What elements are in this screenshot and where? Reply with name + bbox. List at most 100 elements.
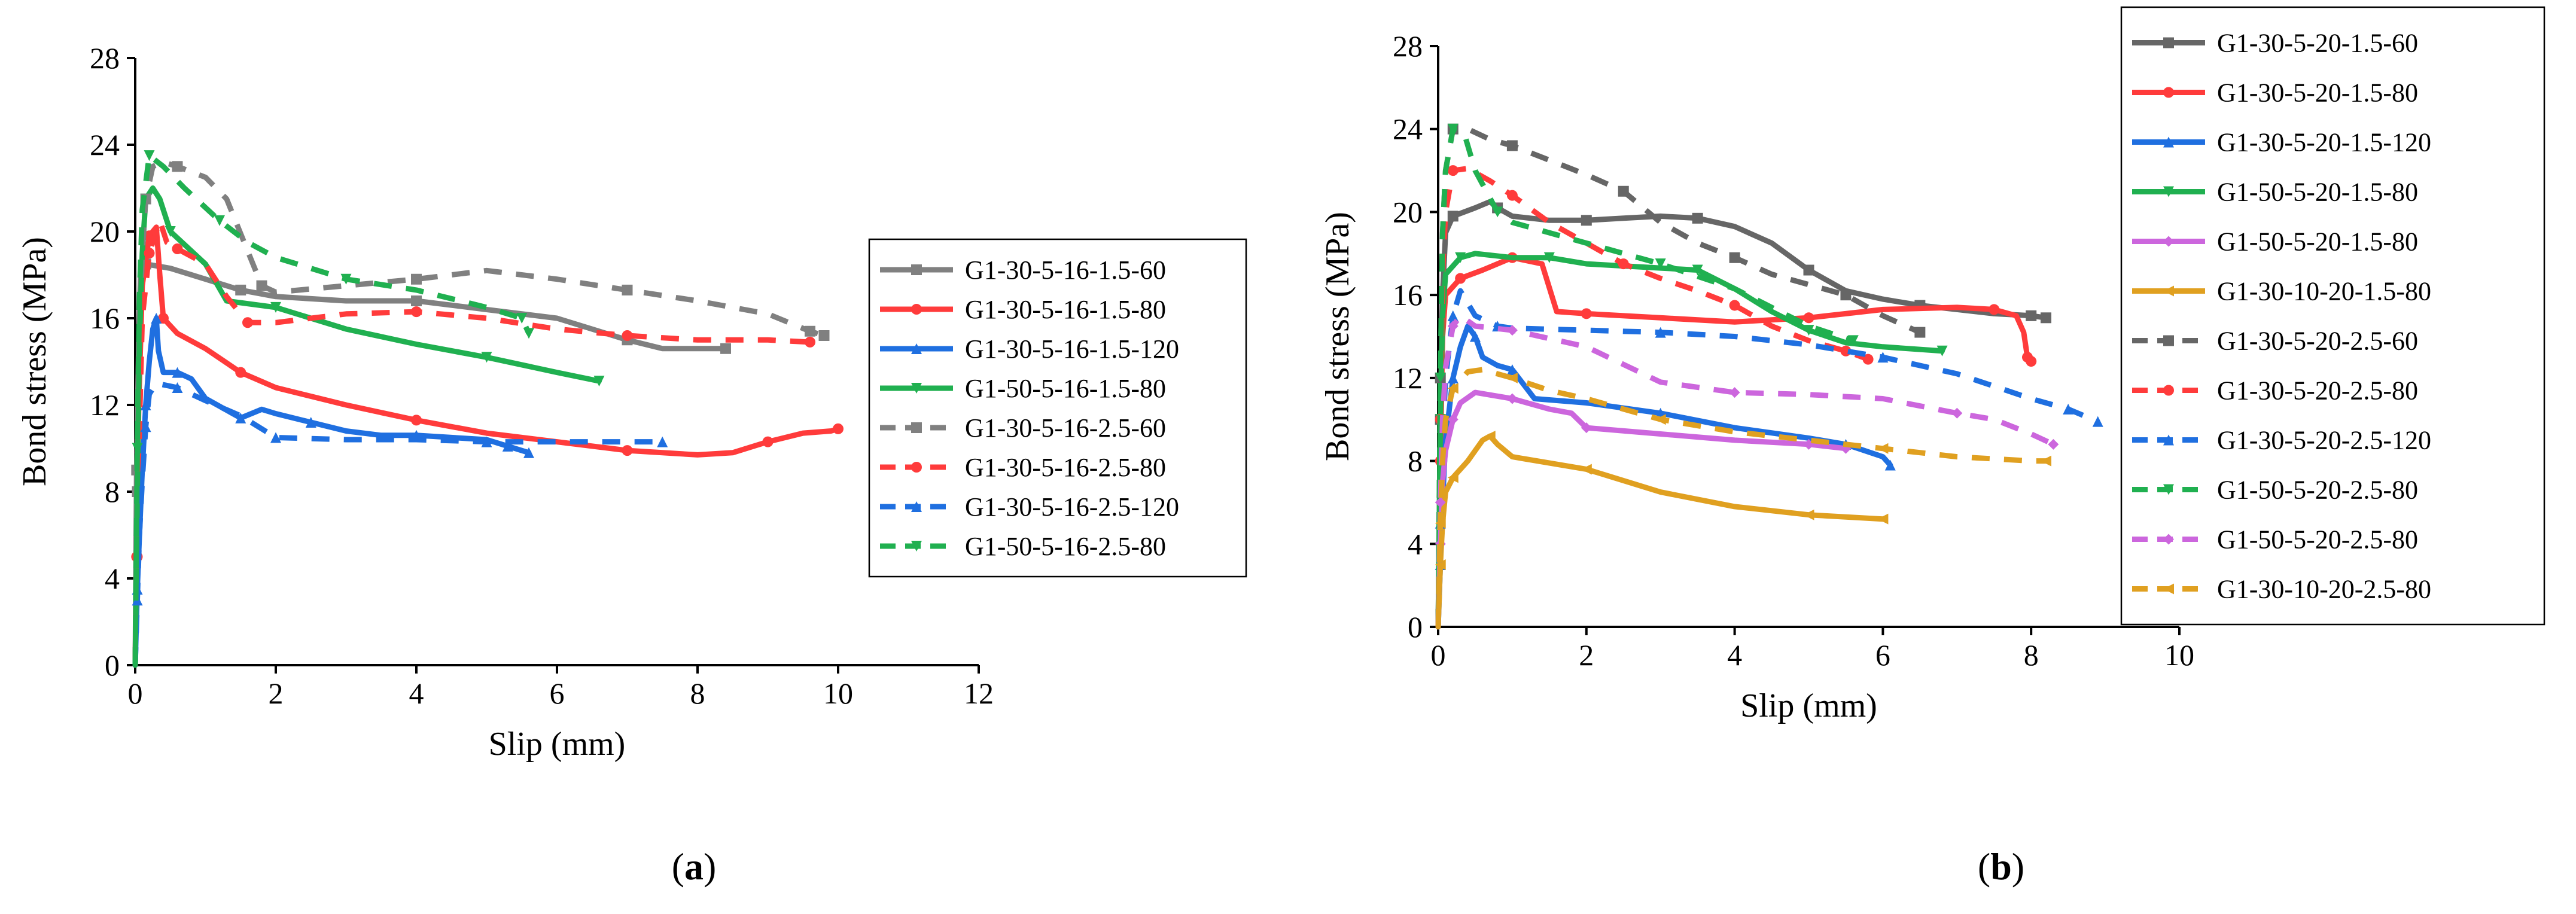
legend-marker [911,541,922,552]
data-point [1655,327,1666,338]
legend-label: G1-30-5-16-1.5-80 [965,295,1166,324]
caption-open: ( [1978,845,1990,888]
data-point [305,417,316,428]
data-point [1655,258,1666,270]
y-tick-label: 8 [105,475,120,508]
data-point [1435,517,1446,529]
data-point [523,447,534,458]
data-point [144,150,155,162]
data-point [1936,345,1948,357]
legend-marker [2163,534,2174,545]
series [132,218,815,666]
data-point [1492,206,1503,218]
data-point [502,440,513,452]
legend-marker [2163,37,2174,48]
legend-marker [2163,186,2174,197]
y-tick-label: 20 [90,215,120,248]
data-point [1655,414,1666,425]
data-point [1447,383,1458,394]
legend-label: G1-30-5-20-1.5-80 [2217,78,2418,108]
data-point [2026,356,2037,367]
legend-label: G1-30-5-20-2.5-80 [2217,376,2418,406]
legend-marker [2163,136,2174,148]
data-point [523,328,534,339]
legend-marker [2163,236,2174,247]
series-line [132,380,663,666]
legend-label: G1-30-5-16-1.5-120 [965,334,1179,364]
x-axis-label: Slip (mm) [1740,687,1877,724]
x-tick-label: 8 [2024,638,2039,672]
data-point [172,382,183,393]
data-point [1455,273,1466,284]
x-tick-label: 6 [1875,638,1890,672]
caption-letter: b [1990,845,2012,888]
data-point [172,367,183,378]
series [132,150,534,666]
series [1435,323,1896,630]
y-tick-label: 28 [1393,29,1423,63]
y-tick-label: 16 [1393,278,1423,312]
data-point [2026,310,2037,321]
y-tick-label: 4 [1408,527,1423,560]
data-point [235,367,246,378]
data-point [1729,252,1740,263]
data-point [172,243,183,254]
data-point [270,432,281,443]
data-point [270,301,281,313]
data-point [1506,393,1518,404]
data-point [340,273,352,285]
data-point [1484,430,1496,441]
series [1435,252,2037,630]
data-point [1506,364,1518,375]
data-point [235,284,246,295]
data-point [1447,414,1458,425]
y-tick-label: 20 [1393,195,1423,228]
legend-label: G1-50-5-16-1.5-80 [965,374,1166,403]
figure-caption: (a) [672,845,717,888]
data-point [411,273,422,285]
data-point [1877,352,1889,363]
data-point [214,215,225,226]
data-point [1447,165,1458,176]
data-point [1506,140,1518,151]
x-tick-label: 2 [269,677,284,710]
caption-close: ) [2012,845,2024,888]
data-point [1447,211,1458,222]
legend-marker [911,264,922,275]
legend-label: G1-30-5-20-1.5-60 [2217,29,2418,58]
data-point [1803,264,1814,276]
data-point [1803,325,1814,336]
legend-marker [2163,434,2174,446]
legend-label: G1-30-5-16-2.5-120 [965,492,1179,522]
series [1435,430,1889,630]
data-point [593,376,605,387]
data-point [1506,372,1518,383]
data-point [242,317,253,328]
data-point [1877,443,1889,454]
data-point [1803,509,1814,520]
x-tick-label: 0 [128,677,143,710]
data-point [1847,335,1859,346]
legend-label: G1-50-5-20-2.5-80 [2217,525,2418,555]
data-point [481,436,492,447]
legend-marker [2163,583,2174,595]
series-line [1435,433,1886,630]
data-point [1447,472,1458,483]
data-point [140,421,151,432]
legend-marker [911,304,922,315]
legend-label: G1-50-5-20-2.5-80 [2217,476,2418,505]
y-tick-label: 0 [1408,610,1423,644]
data-point [481,352,492,363]
x-tick-label: 4 [1727,638,1742,672]
data-point [2092,416,2103,427]
y-tick-label: 16 [90,301,120,335]
data-point [1581,464,1592,475]
data-point [1581,422,1592,434]
y-tick-label: 28 [90,41,120,75]
y-tick-label: 8 [1408,444,1423,478]
x-tick-label: 8 [690,677,705,710]
figure-caption: (b) [1978,845,2024,888]
data-point [1989,304,2000,315]
legend-marker [2163,484,2174,495]
